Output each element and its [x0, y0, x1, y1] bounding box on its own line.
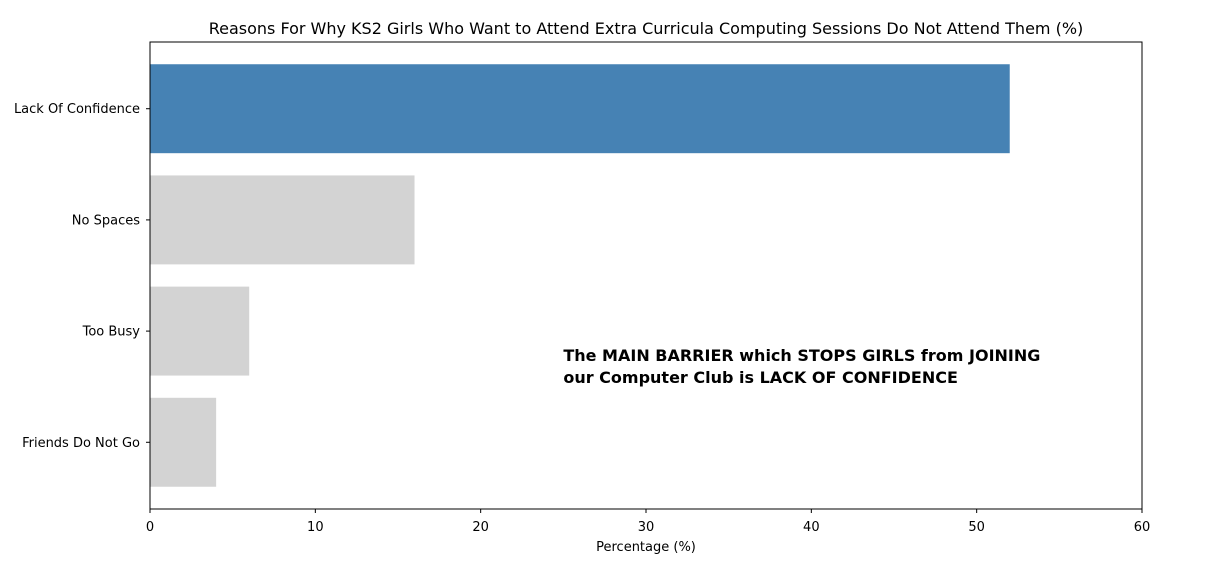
y-axis-ticks: Lack Of Confidence No Spaces Too Busy Frien… [14, 102, 150, 451]
y-tick-label: Lack Of Confidence [14, 102, 140, 117]
bar-lack-of-confidence [150, 64, 1010, 154]
x-tick-label: 30 [638, 520, 655, 535]
y-tick-label: Friends Do Not Go [22, 436, 140, 451]
bar-too-busy [150, 286, 250, 376]
bars-layer [150, 64, 1010, 487]
y-tick-label: Too Busy [82, 325, 141, 340]
x-tick-label: 60 [1134, 520, 1151, 535]
x-tick-label: 40 [803, 520, 820, 535]
annotation-line: our Computer Club is LACK OF CONFIDENCE [563, 368, 958, 387]
x-tick-label: 10 [307, 520, 324, 535]
annotation: The MAIN BARRIER which STOPS GIRLS from … [563, 346, 1040, 387]
x-tick-label: 50 [968, 520, 985, 535]
bar-no-spaces [150, 175, 415, 265]
chart-title: Reasons For Why KS2 Girls Who Want to At… [209, 19, 1084, 38]
y-tick-label: No Spaces [72, 213, 140, 228]
x-tick-label: 0 [146, 520, 154, 535]
x-axis-ticks: 0 10 20 30 40 50 60 [146, 509, 1150, 535]
x-tick-label: 20 [472, 520, 489, 535]
x-axis-label: Percentage (%) [596, 540, 696, 555]
annotation-line: The MAIN BARRIER which STOPS GIRLS from … [563, 346, 1040, 365]
bar-friends-do-not-go [150, 397, 217, 487]
